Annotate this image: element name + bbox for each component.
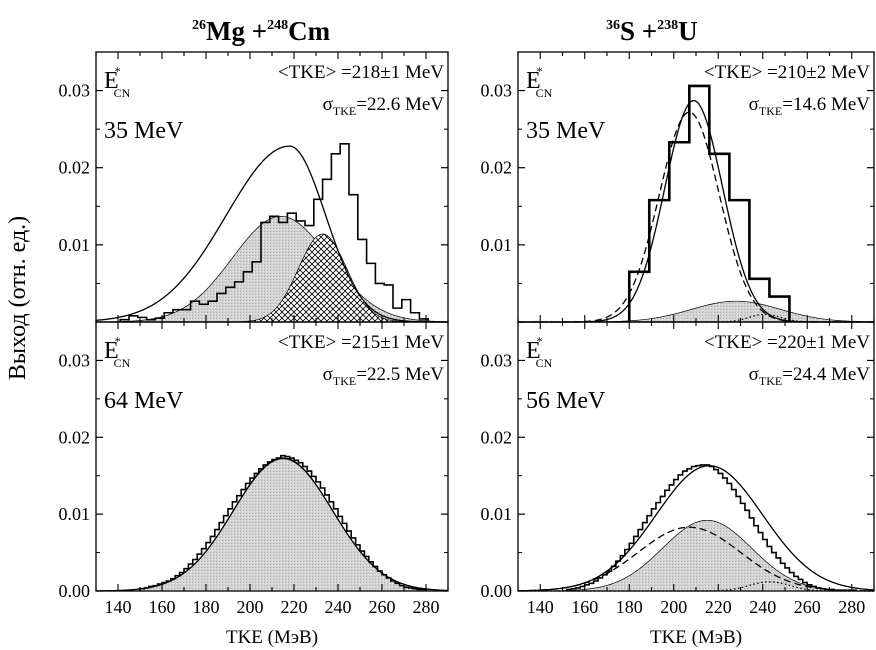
x-axis-label-right: TKE (МэВ) <box>650 627 742 648</box>
sigma-label: σTKE=14.6 MeV <box>749 94 871 118</box>
histogram <box>119 143 429 322</box>
ecn-label: E* CN <box>526 64 553 100</box>
energy-label: 64 MeV <box>104 388 184 414</box>
y-tick-label: 0.01 <box>59 504 91 524</box>
x-tick-label: 240 <box>749 597 776 617</box>
component-fill-gray-0 <box>95 458 449 592</box>
tke-mean-label: <TKE> =218±1 MeV <box>278 62 444 83</box>
histogram <box>627 84 791 322</box>
curve-dashed <box>517 526 875 592</box>
tke-mean-label: <TKE> =220±1 MeV <box>704 332 870 353</box>
x-tick-label: 260 <box>794 597 821 617</box>
x-axis-label-left: TKE (МэВ) <box>226 627 318 648</box>
x-tick-label: 160 <box>149 597 176 617</box>
component-fill-gray-0 <box>95 215 449 323</box>
sigma-label: σTKE=24.4 MeV <box>749 364 871 388</box>
panel-top-right: 0.01 0.02 0.03 E* CN 35 MeV <TKE> =210±2 MeV σT… <box>481 51 875 323</box>
x-tick-label: 240 <box>325 597 352 617</box>
y-tick-label: 0.00 <box>59 581 91 601</box>
y-tick-label: 0.03 <box>59 350 91 370</box>
x-tick-label: 280 <box>838 597 865 617</box>
sigma-label: σTKE=22.6 MeV <box>323 94 445 118</box>
y-tick-label: 0.01 <box>481 235 513 255</box>
tke-mean-label: <TKE> =210±2 MeV <box>704 62 870 83</box>
curve-total <box>95 145 448 323</box>
ecn-label: E* CN <box>104 64 131 100</box>
y-tick-label: 0.01 <box>481 504 513 524</box>
x-tick-label: 140 <box>527 597 554 617</box>
y-tick-label: 0.03 <box>59 81 91 101</box>
y-tick-label: 0.02 <box>481 427 513 447</box>
col2-title: 36S +238U <box>606 16 698 46</box>
panel-top-left: 0.01 0.02 0.03 E* CN 35 MeV <TKE> =218±1 MeV σT… <box>59 51 449 323</box>
x-tick-label: 260 <box>369 597 396 617</box>
x-tick-label: 220 <box>281 597 308 617</box>
tke-mean-label: <TKE> =215±1 MeV <box>278 332 444 353</box>
panel-bottom-left: 0.00 0.01 0.02 0.03 140 160 180 200 220 240 260 280… <box>59 321 449 617</box>
energy-label: 56 MeV <box>526 388 606 414</box>
y-axis-label: Выход (отн. ед.) <box>5 216 31 380</box>
x-tick-label: 200 <box>237 597 264 617</box>
energy-label: 35 MeV <box>104 118 184 144</box>
y-tick-label: 0.02 <box>59 158 91 178</box>
ecn-label: E* CN <box>104 334 131 370</box>
y-tick-label: 0.03 <box>481 81 513 101</box>
plot-frame <box>517 51 875 323</box>
component-fill-gray-0 <box>517 519 875 592</box>
x-tick-label: 180 <box>193 597 220 617</box>
y-tick-label: 0.00 <box>481 581 513 601</box>
x-tick-label: 160 <box>571 597 598 617</box>
panel-bottom-right: 0.00 0.01 0.02 0.03 140 160 180 200 220 240 260 280… <box>481 321 875 617</box>
y-tick-label: 0.02 <box>481 158 513 178</box>
energy-label: 35 MeV <box>526 118 606 144</box>
x-tick-label: 180 <box>616 597 643 617</box>
ecn-label: E* CN <box>526 334 553 370</box>
histogram <box>139 454 427 591</box>
x-tick-label: 140 <box>105 597 132 617</box>
sigma-label: σTKE=22.5 MeV <box>323 364 445 388</box>
y-tick-label: 0.03 <box>481 350 513 370</box>
x-tick-label: 280 <box>413 597 440 617</box>
y-tick-label: 0.01 <box>59 235 91 255</box>
curve-total <box>95 457 449 592</box>
x-tick-label: 200 <box>660 597 687 617</box>
col1-title: 26Mg +248Cm <box>192 16 331 46</box>
y-tick-label: 0.02 <box>59 427 91 447</box>
x-tick-label: 220 <box>705 597 732 617</box>
